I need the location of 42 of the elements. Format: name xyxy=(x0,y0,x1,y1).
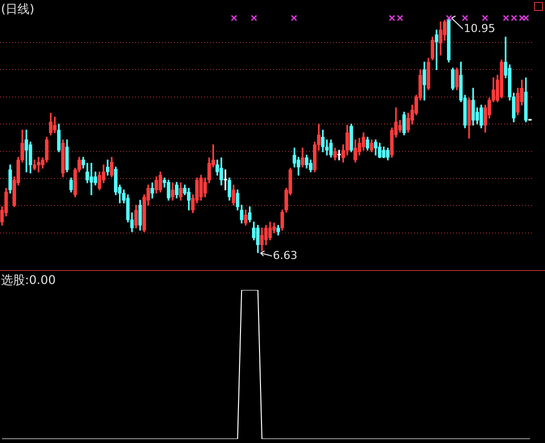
candlestick xyxy=(174,182,178,198)
candlestick xyxy=(106,160,110,176)
candlestick xyxy=(325,140,329,156)
annotation: 10.95 xyxy=(464,22,496,35)
candlestick xyxy=(321,130,325,152)
candlestick xyxy=(57,124,61,152)
candlestick xyxy=(467,98,471,139)
candlestick xyxy=(199,174,203,201)
candlestick xyxy=(362,132,366,151)
candlestick xyxy=(232,184,236,206)
candlestick xyxy=(524,78,528,122)
candlestick xyxy=(398,120,402,133)
candlestick xyxy=(94,172,98,186)
candlestick xyxy=(354,140,358,162)
candlestick xyxy=(402,112,406,136)
candlestick xyxy=(69,178,73,192)
candlestick xyxy=(178,182,183,201)
candlestick xyxy=(479,104,484,128)
candlestick xyxy=(61,140,65,178)
candlestick xyxy=(134,204,138,228)
candlestick xyxy=(24,130,28,172)
candlestick xyxy=(333,148,337,160)
annotation: 6.63 xyxy=(272,248,298,262)
candlestick xyxy=(455,68,459,90)
chart-title: 选股:0.00 xyxy=(1,272,56,289)
candlestick xyxy=(256,224,260,253)
candlestick xyxy=(329,140,333,158)
candlestick xyxy=(28,142,32,174)
candlestick xyxy=(276,224,280,236)
chart-title: (日线) xyxy=(1,1,34,18)
candlestick xyxy=(166,180,170,201)
candlestick xyxy=(32,160,36,170)
candlestick xyxy=(268,222,272,240)
candlestick xyxy=(378,142,382,158)
candlestick xyxy=(434,30,438,70)
candlestick xyxy=(500,60,504,98)
candlestick xyxy=(366,136,370,151)
candlestick xyxy=(349,124,354,152)
candlestick xyxy=(244,210,248,226)
candlestick xyxy=(65,140,69,172)
candlestick xyxy=(48,112,53,136)
candlestick xyxy=(228,178,232,201)
